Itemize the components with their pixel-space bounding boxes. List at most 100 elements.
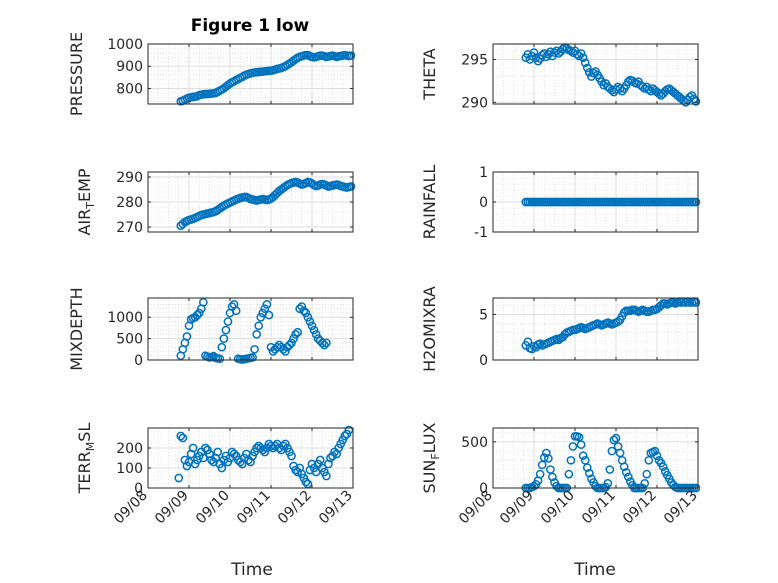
y-tick-label: 295 bbox=[461, 52, 488, 68]
y-tick-label: 0 bbox=[479, 195, 488, 211]
data-point-sun_flux bbox=[609, 435, 619, 445]
axes-box-terr_msl bbox=[147, 427, 354, 489]
subplot-rainfall: -1 0 1 RAINFALL bbox=[420, 165, 701, 241]
data-point-terr_msl bbox=[326, 453, 335, 463]
data-point-mixdepth bbox=[289, 334, 298, 343]
data-point-terr_msl bbox=[287, 451, 296, 461]
subplot-mixdepth: 0 500 1000 MIXDEPTH bbox=[67, 287, 354, 371]
data-point-h2omixra bbox=[535, 339, 545, 348]
data-point-sun_flux bbox=[544, 454, 553, 463]
data-point-mixdepth bbox=[256, 312, 266, 322]
axes-box-mixdepth bbox=[147, 297, 354, 361]
data-point-mixdepth bbox=[250, 344, 259, 354]
y-tick-label: 200 bbox=[116, 441, 143, 457]
figure-title: Figure 1 low bbox=[191, 16, 310, 36]
data-point-theta bbox=[685, 92, 695, 102]
data-point-sun_flux bbox=[611, 433, 621, 443]
y-tick-label: -1 bbox=[474, 225, 488, 241]
data-point-terr_msl bbox=[278, 441, 288, 451]
data-point-sun_flux bbox=[529, 481, 539, 491]
data-point-sun_flux bbox=[642, 469, 652, 479]
data-point-mixdepth bbox=[217, 342, 227, 352]
y-tick-label: 0 bbox=[134, 353, 143, 369]
data-point-sun_flux bbox=[640, 479, 650, 488]
data-point-terr_msl bbox=[229, 449, 239, 459]
data-point-mixdepth bbox=[199, 297, 208, 307]
subplot-pressure: 800 900 1000 PRESSURE bbox=[67, 32, 356, 116]
data-point-theta bbox=[623, 77, 633, 87]
data-point-theta bbox=[585, 67, 594, 77]
y-tick-label: 800 bbox=[116, 81, 143, 97]
data-point-theta bbox=[582, 63, 592, 73]
data-point-sun_flux bbox=[564, 469, 574, 479]
y-axis-label-theta: THETA bbox=[420, 48, 439, 100]
subplot-air_temp: 270 280 290 AIRTEMP bbox=[75, 168, 356, 236]
data-point-mixdepth bbox=[231, 306, 241, 316]
data-point-mixdepth bbox=[219, 334, 229, 343]
y-axis-label-pressure: PRESSURE bbox=[67, 32, 86, 116]
data-point-theta bbox=[546, 47, 555, 57]
data-point-sun_flux bbox=[541, 448, 551, 458]
data-point-sun_flux bbox=[607, 446, 617, 456]
y-tick-label: 1 bbox=[479, 165, 488, 181]
data-point-mixdepth bbox=[287, 338, 296, 348]
data-point-mixdepth bbox=[295, 304, 305, 314]
data-point-mixdepth bbox=[221, 325, 231, 335]
data-point-sun_flux bbox=[650, 446, 660, 456]
y-tick-label: 5 bbox=[479, 307, 488, 323]
subplot-h2omixra: 0 5 H2OMIXRA bbox=[420, 286, 701, 372]
data-point-rainfall bbox=[691, 197, 701, 207]
data-point-mixdepth bbox=[299, 306, 309, 316]
data-point-mixdepth bbox=[254, 321, 264, 331]
y-axis-label-mixdepth: MIXDEPTH bbox=[67, 287, 86, 370]
data-point-h2omixra bbox=[656, 300, 666, 310]
data-point-terr_msl bbox=[217, 463, 227, 473]
data-point-mixdepth bbox=[266, 342, 276, 352]
data-point-sun_flux bbox=[621, 467, 631, 477]
data-point-theta bbox=[589, 68, 598, 78]
data-point-mixdepth bbox=[301, 308, 311, 318]
data-point-terr_msl bbox=[207, 455, 216, 465]
data-point-sun_flux bbox=[548, 472, 557, 482]
y-axis-label-air_temp: AIRTEMP bbox=[75, 168, 97, 235]
data-point-mixdepth bbox=[322, 338, 331, 348]
data-point-sun_flux bbox=[566, 455, 576, 465]
data-point-mixdepth bbox=[307, 321, 317, 331]
data-point-sun_flux bbox=[576, 440, 586, 449]
data-point-mixdepth bbox=[309, 325, 319, 335]
data-point-theta bbox=[537, 50, 547, 60]
data-point-mixdepth bbox=[291, 329, 300, 339]
data-point-terr_msl bbox=[322, 471, 331, 481]
data-point-terr_msl bbox=[201, 443, 210, 453]
y-tick-label: 500 bbox=[461, 435, 488, 451]
data-point-mixdepth bbox=[281, 347, 290, 356]
y-tick-label: 0 bbox=[479, 353, 488, 369]
subplot-theta: 290 295 THETA bbox=[420, 43, 701, 111]
data-point-terr_msl bbox=[213, 447, 223, 457]
axes-box-sun_flux bbox=[492, 427, 699, 489]
y-tick-label: 900 bbox=[116, 59, 143, 75]
data-point-sun_flux bbox=[619, 462, 629, 472]
data-point-mixdepth bbox=[278, 344, 288, 354]
axes-box-theta bbox=[492, 43, 699, 105]
y-tick-label: 0 bbox=[479, 481, 488, 497]
data-point-terr_msl bbox=[178, 433, 188, 443]
data-point-mixdepth bbox=[317, 338, 327, 348]
data-point-theta bbox=[529, 48, 539, 57]
data-point-theta bbox=[576, 49, 586, 58]
data-point-mixdepth bbox=[303, 312, 313, 322]
data-point-mixdepth bbox=[182, 332, 192, 341]
data-point-sun_flux bbox=[658, 462, 668, 472]
data-point-sun_flux bbox=[535, 469, 545, 479]
data-point-mixdepth bbox=[297, 302, 307, 311]
data-point-theta bbox=[691, 97, 701, 106]
data-point-terr_msl bbox=[291, 465, 300, 475]
data-point-sun_flux bbox=[582, 463, 592, 473]
y-axis-label-sun_flux: SUNFLUX bbox=[420, 422, 442, 493]
data-point-sun_flux bbox=[623, 472, 633, 482]
data-point-air_temp bbox=[346, 182, 356, 191]
data-point-sun_flux bbox=[585, 468, 594, 478]
data-point-pressure bbox=[346, 51, 356, 60]
data-point-sun_flux bbox=[605, 465, 615, 474]
